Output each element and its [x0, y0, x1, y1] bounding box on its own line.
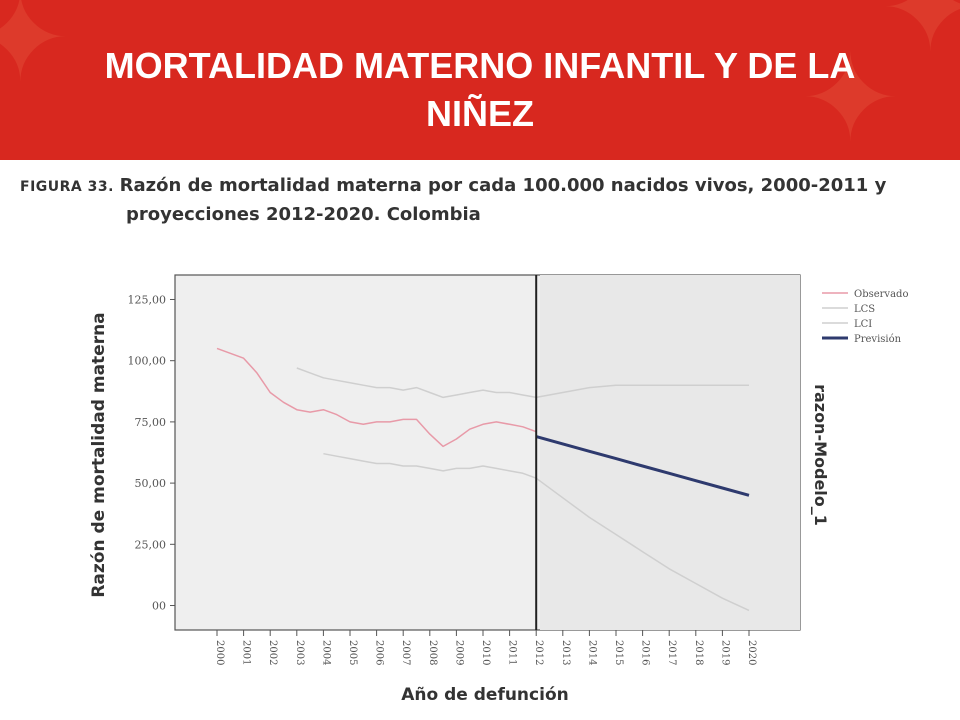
series-line [535, 435, 750, 497]
x-tick-label: 2014 [586, 640, 597, 665]
x-tick-label: 2004 [320, 640, 331, 665]
x-tick-label: 2006 [374, 640, 385, 665]
legend-label: LCI [854, 319, 872, 330]
figure-caption-line2: proyecciones 2012-2020. Colombia [126, 204, 481, 225]
slide-title: MORTALIDAD MATERNO INFANTIL Y DE LA NIÑE… [0, 42, 960, 138]
y-tick-label: 00 [152, 600, 166, 613]
x-tick-label: 2020 [746, 640, 757, 665]
maple-leaf-decoration-icon: ✦ [800, 30, 901, 160]
forecast-region [540, 275, 800, 630]
x-tick-label: 2010 [480, 640, 491, 665]
x-tick-label: 2018 [693, 640, 704, 665]
slide-title-line1: MORTALIDAD MATERNO INFANTIL Y DE LA [104, 45, 856, 86]
x-tick-label: 2009 [453, 640, 464, 665]
y-axis-title: Razón de mortalidad materna [89, 312, 109, 597]
x-tick-label: 2013 [560, 640, 571, 665]
y-tick-label: 50,00 [135, 477, 167, 490]
legend-label: LCS [854, 304, 875, 315]
series-line [296, 367, 749, 399]
figure-caption-line1: Razón de mortalidad materna por cada 100… [119, 175, 887, 196]
x-tick-label: 2005 [347, 640, 358, 665]
y-tick-label: 100,00 [128, 355, 167, 368]
x-tick-label: 2008 [427, 640, 438, 665]
y-tick-label: 125,00 [128, 293, 167, 306]
maple-leaf-decoration-icon: ✦ [880, 0, 960, 79]
x-tick-label: 2015 [613, 640, 624, 665]
x-axis-title: Año de defunción [401, 685, 568, 705]
x-tick-label: 2011 [507, 640, 518, 665]
y-tick-label: 75,00 [135, 416, 167, 429]
x-tick-label: 2019 [719, 640, 730, 665]
x-tick-label: 2016 [640, 640, 651, 665]
x-tick-label: 2003 [294, 640, 305, 665]
maple-leaf-decoration-icon: ✦ [0, 0, 71, 109]
slide-title-line2: NIÑEZ [426, 93, 534, 134]
title-banner: ✦ ✦ ✦ MORTALIDAD MATERNO INFANTIL Y DE L… [0, 0, 960, 160]
model-side-label: razon-Modelo_1 [811, 384, 830, 526]
x-tick-label: 2007 [400, 640, 411, 665]
figure-label: FIGURA 33. [20, 179, 114, 195]
y-tick-label: 25,00 [135, 538, 167, 551]
legend-label: Previsión [854, 334, 902, 345]
series-line [323, 452, 750, 612]
x-tick-label: 2000 [214, 640, 225, 665]
x-tick-label: 2012 [533, 640, 544, 665]
x-tick-label: 2017 [666, 640, 677, 665]
figure-caption: FIGURA 33. Razón de mortalidad materna p… [20, 172, 940, 228]
series-line [216, 347, 537, 448]
x-tick-label: 2002 [267, 640, 278, 665]
legend-label: Observado [854, 289, 908, 300]
x-tick-label: 2001 [241, 640, 252, 665]
